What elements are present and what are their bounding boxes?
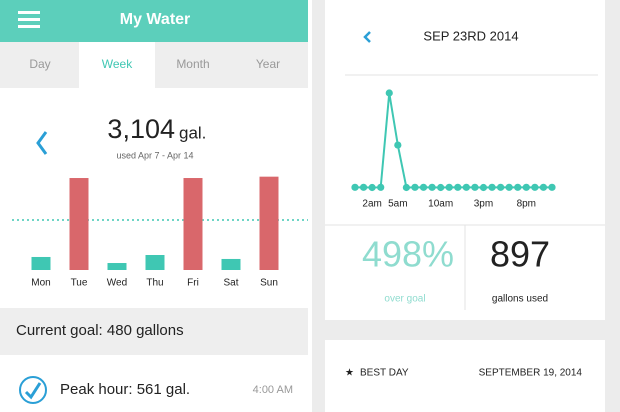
active-tab — [79, 42, 155, 88]
day-date: SEP 23RD 2014 — [423, 28, 518, 43]
point — [402, 183, 410, 192]
point — [522, 183, 530, 191]
total-value: 3,104 — [107, 114, 175, 144]
best-date: SEPTEMBER 19, 2014 — [479, 368, 583, 379]
menu-line — [18, 11, 40, 14]
x-tick-label: Wed — [107, 278, 127, 289]
point — [394, 141, 402, 149]
x-tick-label: Sat — [223, 278, 238, 289]
point — [514, 183, 522, 191]
header-bar — [0, 0, 308, 42]
tab[interactable]: Week — [102, 57, 133, 71]
x-tick-label: 3pm — [474, 199, 493, 210]
menu-line — [18, 25, 40, 28]
goal-band — [0, 308, 308, 355]
bar — [31, 256, 51, 270]
best-card — [325, 340, 605, 412]
goal-text: Current goal: 480 gallons — [16, 322, 184, 339]
point — [539, 183, 548, 191]
percent-label: over goal — [384, 294, 425, 305]
peak-text: Peak hour: 561 gal. — [60, 381, 190, 398]
x-tick-label: Mon — [31, 278, 50, 289]
x-tick-label: Fri — [187, 278, 199, 289]
percent-value: 498% — [362, 234, 454, 275]
point — [368, 183, 376, 192]
point — [531, 183, 539, 191]
bar — [145, 255, 165, 270]
point — [377, 183, 385, 191]
best-label: BEST DAY — [360, 368, 409, 379]
star-icon: ★ — [345, 368, 354, 379]
check-icon — [19, 376, 47, 404]
point — [385, 89, 393, 97]
point — [359, 183, 368, 191]
point — [462, 183, 470, 191]
bar — [183, 178, 203, 270]
x-tick-label: Tue — [71, 278, 88, 289]
x-tick-label: 8pm — [517, 199, 536, 210]
gallons-value: 897 — [490, 234, 550, 275]
menu-line — [18, 18, 40, 21]
x-tick-label: Thu — [146, 278, 163, 289]
back-arrow[interactable] — [363, 31, 371, 43]
check-mark — [24, 382, 42, 400]
total-unit: gal. — [179, 123, 206, 142]
bar — [107, 263, 127, 270]
point — [428, 183, 436, 191]
point — [351, 183, 359, 191]
point — [411, 183, 419, 191]
x-tick-label: 5am — [388, 199, 407, 210]
point — [548, 183, 556, 191]
tab[interactable]: Year — [256, 57, 280, 71]
point — [479, 183, 488, 192]
tab[interactable]: Month — [176, 57, 209, 71]
point — [497, 183, 505, 191]
tab[interactable]: Day — [29, 57, 50, 71]
point — [454, 183, 462, 191]
x-tick-label: Sun — [260, 278, 278, 289]
point — [505, 183, 513, 191]
bar — [69, 178, 89, 270]
app-title: My Water — [120, 11, 191, 28]
point — [437, 183, 445, 192]
gallons-label: gallons used — [492, 294, 548, 305]
x-tick-label: 2am — [362, 199, 381, 210]
x-tick-label: 10am — [428, 199, 453, 210]
point — [445, 183, 453, 191]
point — [488, 183, 496, 191]
back-arrow[interactable] — [36, 131, 48, 155]
date-range: used Apr 7 - Apr 14 — [116, 150, 193, 160]
menu-icon[interactable] — [18, 11, 40, 28]
point — [471, 183, 479, 191]
peak-time: 4:00 AM — [253, 384, 293, 396]
bar — [221, 258, 241, 270]
point — [419, 183, 428, 191]
bar — [259, 176, 279, 270]
